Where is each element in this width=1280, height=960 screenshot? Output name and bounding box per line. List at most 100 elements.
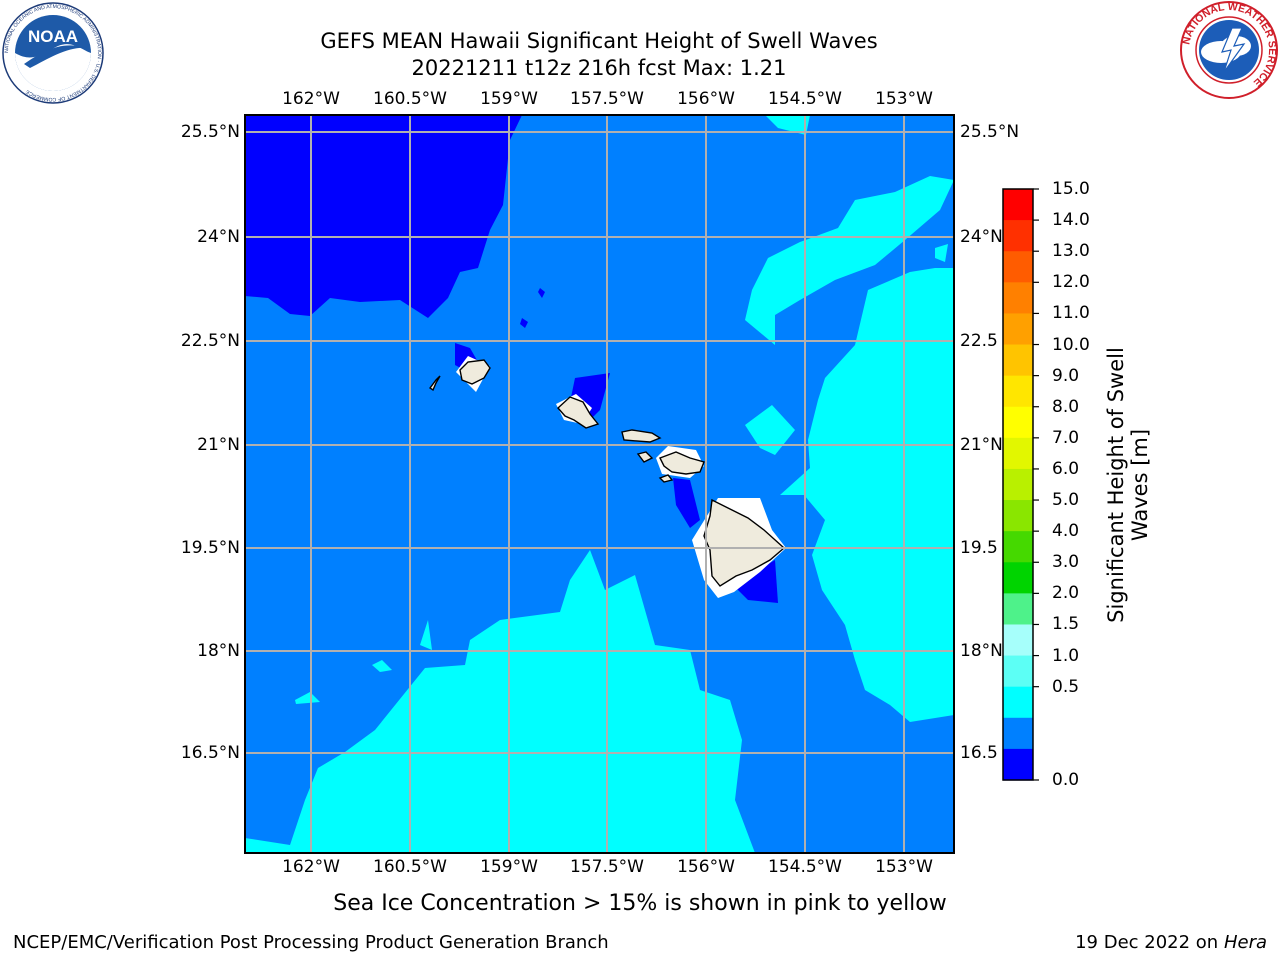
lon-tick-top: 156°W: [677, 89, 735, 109]
colorbar-label: 3.0: [1052, 552, 1080, 573]
colorbar-label: 6.0: [1052, 458, 1080, 479]
lon-tick-top: 153°W: [875, 89, 933, 109]
swell-band-0-0-to-0-5-hawaii-south: [733, 560, 778, 603]
lat-tick-right: 22.5: [960, 331, 998, 351]
lon-tick-bottom: 159°W: [480, 857, 538, 877]
colorbar-swatch: [1003, 189, 1033, 221]
swell-band-1-0-to-1-5-small-patch: [935, 244, 948, 262]
island-oahu: [557, 396, 600, 429]
lat-tick-right: 24°N: [960, 227, 1003, 247]
colorbar-title: Significant Height of Swell Waves [m]: [1104, 347, 1152, 623]
map-frame: [244, 114, 955, 854]
colorbar-label: 4.0: [1052, 521, 1080, 542]
credit-line: NCEP/EMC/Verification Post Processing Pr…: [13, 932, 609, 953]
lat-tick-left: 19.5°N: [180, 538, 240, 558]
colorbar-swatch: [1003, 593, 1033, 626]
island-maui: [659, 451, 705, 475]
colorbar-label: 8.0: [1052, 396, 1080, 417]
colorbar-label: 2.0: [1052, 583, 1080, 604]
lat-tick-right: 21°N: [960, 435, 1003, 455]
island-lanai: [636, 451, 654, 463]
noaa-logo: NOAA NATIONAL OCEANIC AND ATMOSPHERIC AD…: [2, 2, 104, 104]
island-kauai: [459, 359, 491, 385]
colorbar-swatch: [1003, 624, 1033, 657]
colorbar: [1003, 189, 1033, 781]
swell-band-0-0-to-0-5-maui: [673, 478, 700, 528]
lon-tick-top: 160.5°W: [373, 89, 447, 109]
colorbar-label: 0.0: [1052, 770, 1080, 790]
colorbar-swatch: [1003, 375, 1033, 408]
colorbar-frame: [1002, 188, 1034, 781]
colorbar-swatch: [1003, 562, 1033, 594]
lon-tick-top: 154.5°W: [768, 89, 842, 109]
lat-tick-left: 16.5°N: [180, 743, 240, 763]
colorbar-swatch: [1003, 655, 1033, 688]
generation-date: 19 Dec 2022 on Hera: [1075, 932, 1267, 954]
date-text: 19 Dec 2022 on: [1075, 932, 1219, 953]
island-kahoolawe: [658, 474, 674, 483]
lon-tick-top: 159°W: [480, 89, 538, 109]
lat-tick-left: 22.5°N: [180, 331, 240, 351]
colorbar-label: 11.0: [1052, 303, 1090, 324]
colorbar-swatch: [1003, 468, 1033, 501]
lat-tick-left: 21°N: [197, 435, 240, 455]
lat-tick-right: 19.5: [960, 538, 998, 558]
colorbar-swatch: [1003, 251, 1033, 283]
sea-ice-note: Sea Ice Concentration > 15% is shown in …: [333, 891, 947, 916]
colorbar-swatch: [1003, 686, 1033, 719]
map-title: GEFS MEAN Hawaii Significant Height of S…: [320, 29, 878, 53]
colorbar-swatch: [1003, 313, 1033, 346]
colorbar-swatch: [1003, 748, 1033, 781]
lon-tick-bottom: 156°W: [677, 857, 735, 877]
noaa-logo-text: NOAA: [28, 27, 78, 46]
swell-band-0-0-to-0-5-spots: [520, 288, 545, 328]
map-subtitle: 20221211 t12z 216h fcst Max: 1.21: [411, 56, 787, 80]
nws-logo: NATIONAL WEATHER SERVICE: [1180, 1, 1278, 99]
colorbar-label: 14.0: [1052, 210, 1090, 231]
colorbar-swatch: [1003, 437, 1033, 470]
colorbar-label: 7.0: [1052, 427, 1080, 448]
lon-tick-bottom: 154.5°W: [768, 857, 842, 877]
colorbar-swatch: [1003, 500, 1033, 532]
swell-band-1-0-to-1-5-west-spots: [295, 620, 432, 704]
colorbar-label: 5.0: [1052, 490, 1080, 511]
island-molokai: [621, 429, 662, 443]
lat-tick-right: 25.5°N: [960, 122, 1020, 142]
colorbar-label: 12.0: [1052, 272, 1090, 293]
colorbar-label: 0.5: [1052, 676, 1080, 697]
lon-tick-bottom: 157.5°W: [570, 857, 644, 877]
colorbar-label: 10.0: [1052, 334, 1090, 355]
lat-tick-right: 16.5: [960, 743, 998, 763]
colorbar-swatch: [1003, 406, 1033, 439]
colorbar-swatch: [1003, 344, 1033, 377]
colorbar-swatch: [1003, 717, 1033, 750]
colorbar-label: 1.0: [1052, 645, 1080, 666]
swell-band-1-0-to-1-5-east: [780, 268, 954, 722]
island-niihau: [428, 375, 441, 392]
colorbar-swatch: [1003, 220, 1033, 252]
swell-band-1-0-to-1-5-north-patch: [765, 115, 810, 135]
graticule: [245, 115, 954, 853]
colorbar-label: 15.0: [1052, 179, 1090, 199]
lon-tick-bottom: 160.5°W: [373, 857, 447, 877]
land-mask: [456, 356, 786, 598]
lon-tick-top: 157.5°W: [570, 89, 644, 109]
lat-tick-left: 24°N: [197, 227, 240, 247]
swell-band-1-0-to-1-5-center-patch: [745, 405, 795, 455]
machine-name: Hera: [1223, 932, 1267, 953]
lat-tick-left: 18°N: [197, 641, 240, 661]
colorbar-label: 13.0: [1052, 241, 1090, 262]
colorbar-swatch: [1003, 531, 1033, 563]
lon-tick-top: 162°W: [282, 89, 340, 109]
swell-band-0-0-to-0-5-northwest: [245, 115, 522, 318]
lon-tick-bottom: 162°W: [282, 857, 340, 877]
lat-tick-left: 25.5°N: [180, 122, 240, 142]
lon-tick-bottom: 153°W: [875, 857, 933, 877]
colorbar-label: 1.5: [1052, 614, 1080, 635]
swell-band-1-0-to-1-5-south: [245, 550, 755, 853]
lat-tick-right: 18°N: [960, 641, 1003, 661]
colorbar-swatch: [1003, 282, 1033, 315]
swell-band-1-0-to-1-5-northeast: [745, 176, 954, 345]
colorbar-label: 9.0: [1052, 365, 1080, 386]
